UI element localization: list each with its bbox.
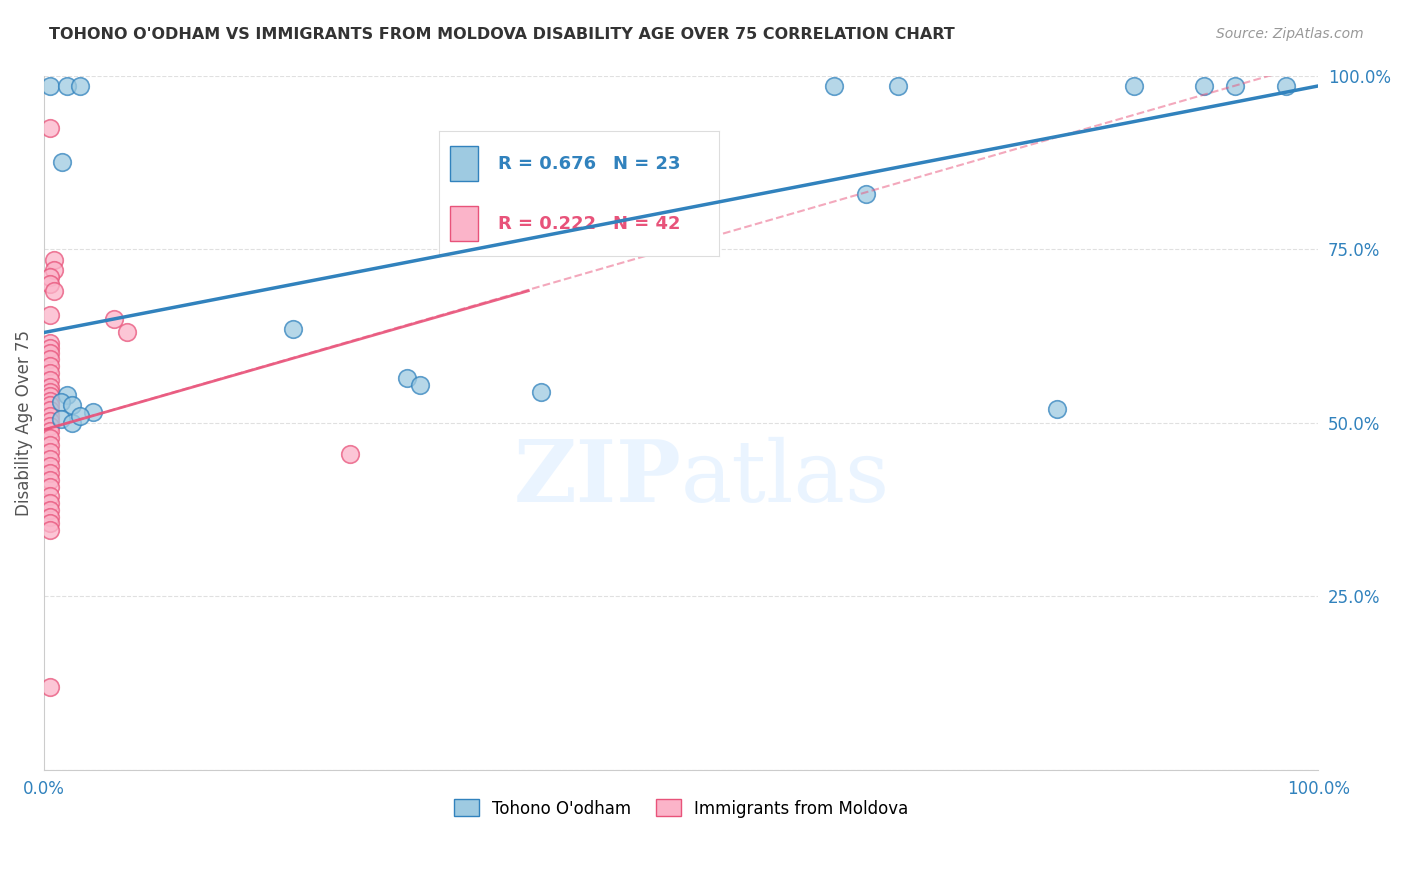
Point xyxy=(39,418,62,433)
Point xyxy=(39,269,62,284)
Point xyxy=(39,384,62,399)
Point xyxy=(39,366,62,380)
Point xyxy=(39,495,62,509)
Point xyxy=(39,502,62,516)
Point xyxy=(39,351,62,366)
Point xyxy=(115,326,138,340)
Point xyxy=(1046,401,1069,416)
Point xyxy=(39,414,62,428)
Point xyxy=(39,524,62,538)
Point xyxy=(39,359,62,373)
Point xyxy=(1275,78,1298,93)
Point xyxy=(39,308,62,322)
Point xyxy=(39,473,62,487)
Point xyxy=(1225,78,1247,93)
Point xyxy=(409,377,432,392)
Point xyxy=(887,78,910,93)
Point xyxy=(530,384,553,399)
Point xyxy=(281,322,304,336)
Point xyxy=(39,516,62,531)
Point xyxy=(44,263,66,277)
Point xyxy=(823,78,845,93)
Text: ZIP: ZIP xyxy=(513,436,681,520)
Point xyxy=(103,311,125,326)
Point xyxy=(1122,78,1144,93)
Point xyxy=(39,379,62,393)
Point xyxy=(39,389,62,403)
Point xyxy=(855,186,877,201)
Point xyxy=(69,409,91,423)
Point xyxy=(1192,78,1215,93)
Point xyxy=(39,277,62,291)
Text: TOHONO O'ODHAM VS IMMIGRANTS FROM MOLDOVA DISABILITY AGE OVER 75 CORRELATION CHA: TOHONO O'ODHAM VS IMMIGRANTS FROM MOLDOV… xyxy=(49,27,955,42)
Point xyxy=(60,416,83,430)
Point xyxy=(39,78,62,93)
Point xyxy=(82,405,104,419)
Point xyxy=(69,78,91,93)
Point xyxy=(49,395,72,409)
Point xyxy=(339,447,361,461)
Point xyxy=(39,335,62,350)
Text: Source: ZipAtlas.com: Source: ZipAtlas.com xyxy=(1216,27,1364,41)
Point xyxy=(39,445,62,459)
Point xyxy=(39,509,62,524)
Y-axis label: Disability Age Over 75: Disability Age Over 75 xyxy=(15,330,32,516)
Point xyxy=(39,489,62,503)
Point xyxy=(44,252,66,267)
Point xyxy=(49,412,72,426)
Point xyxy=(56,388,79,402)
Point xyxy=(39,438,62,452)
Point xyxy=(39,409,62,423)
Point xyxy=(39,393,62,408)
Point xyxy=(39,480,62,494)
Point xyxy=(396,370,419,384)
Point xyxy=(39,341,62,355)
Point xyxy=(39,466,62,480)
Point xyxy=(39,120,62,135)
Point xyxy=(39,373,62,387)
Legend: Tohono O'odham, Immigrants from Moldova: Tohono O'odham, Immigrants from Moldova xyxy=(447,793,915,824)
Point xyxy=(39,424,62,438)
Text: atlas: atlas xyxy=(681,437,890,520)
Point xyxy=(56,78,79,93)
Point xyxy=(51,155,73,169)
Point xyxy=(44,284,66,298)
Point xyxy=(39,346,62,360)
Point xyxy=(39,458,62,473)
Point xyxy=(39,398,62,412)
Point xyxy=(39,451,62,466)
Point xyxy=(39,431,62,445)
Point xyxy=(60,398,83,412)
Point xyxy=(39,680,62,694)
Point xyxy=(39,403,62,417)
